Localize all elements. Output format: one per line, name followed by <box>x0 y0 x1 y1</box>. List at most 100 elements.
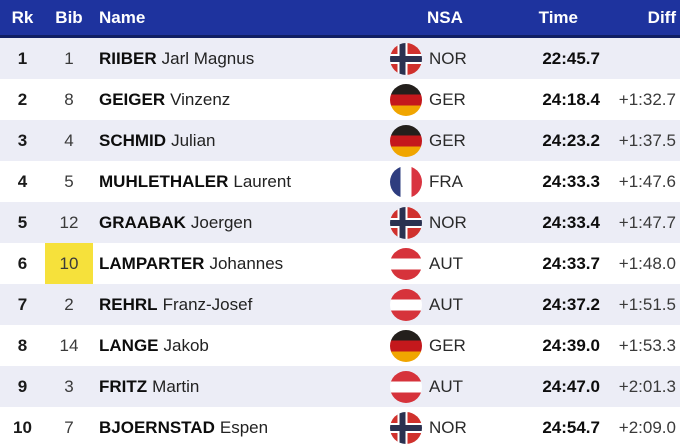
name-cell: LANGE Jakob <box>93 325 385 366</box>
nsa-code: AUT <box>429 376 463 396</box>
athlete-surname: GRAABAK <box>99 212 186 232</box>
table-header: Rk Bib Name NSA Time Diff <box>0 0 680 38</box>
time-value: 24:33.7 <box>542 253 600 273</box>
nsa-code: AUT <box>429 294 463 314</box>
athlete-surname: RIIBER <box>99 48 157 68</box>
bib-cell: 7 <box>45 407 93 448</box>
bib-cell: 14 <box>45 325 93 366</box>
time-value: 22:45.7 <box>542 48 600 68</box>
time-cell: 24:33.7 <box>470 243 602 284</box>
column-header-rank: Rk <box>11 7 34 27</box>
nsa-code: GER <box>429 130 466 150</box>
rank-value: 4 <box>17 171 28 191</box>
column-header-bib: Bib <box>55 7 83 27</box>
nsa-cell: NOR <box>385 202 470 243</box>
athlete-givenname: Franz-Josef <box>162 294 253 314</box>
rank-value: 2 <box>17 89 28 109</box>
nsa-cell: GER <box>385 79 470 120</box>
flag-icon-ger <box>390 124 422 157</box>
flag-icon-nor <box>390 206 422 239</box>
table-row: 4 5 MUHLETHALER Laurent FRA 24:33.3 +1:4… <box>0 161 680 202</box>
diff-cell <box>602 38 680 79</box>
name-cell: BJOERNSTAD Espen <box>93 407 385 448</box>
diff-value: +1:47.6 <box>618 171 676 191</box>
bib-cell: 12 <box>45 202 93 243</box>
nsa-code: AUT <box>429 253 463 273</box>
nsa-cell: AUT <box>385 366 470 407</box>
athlete-givenname: Martin <box>152 376 200 396</box>
time-cell: 24:39.0 <box>470 325 602 366</box>
diff-cell: +1:48.0 <box>602 243 680 284</box>
rank-value: 1 <box>17 48 28 68</box>
rank-value: 9 <box>17 376 28 396</box>
diff-cell: +1:51.5 <box>602 284 680 325</box>
athlete-surname: REHRL <box>99 294 158 314</box>
rank-cell: 10 <box>0 407 45 448</box>
time-value: 24:33.3 <box>542 171 600 191</box>
athlete-givenname: Julian <box>171 130 216 150</box>
nsa-cell: AUT <box>385 243 470 284</box>
table-row: 6 10 LAMPARTER Johannes AUT 24:33.7 +1:4… <box>0 243 680 284</box>
bib-value: 4 <box>64 130 74 150</box>
name-cell: FRITZ Martin <box>93 366 385 407</box>
rank-cell: 9 <box>0 366 45 407</box>
time-value: 24:39.0 <box>542 335 600 355</box>
table-row: 3 4 SCHMID Julian GER 24:23.2 +1:37.5 <box>0 120 680 161</box>
diff-cell: +1:47.7 <box>602 202 680 243</box>
bib-value: 5 <box>64 171 74 191</box>
diff-cell: +1:53.3 <box>602 325 680 366</box>
nsa-code: GER <box>429 89 466 109</box>
diff-value: +1:47.7 <box>618 212 676 232</box>
time-value: 24:37.2 <box>542 294 600 314</box>
nsa-code: FRA <box>429 171 463 191</box>
time-value: 24:47.0 <box>542 376 600 396</box>
time-value: 24:18.4 <box>542 89 600 109</box>
nsa-cell: NOR <box>385 407 470 448</box>
bib-value: 7 <box>64 417 74 437</box>
bib-cell: 2 <box>45 284 93 325</box>
diff-value: +2:01.3 <box>618 376 676 396</box>
bib-cell: 5 <box>45 161 93 202</box>
athlete-surname: GEIGER <box>99 89 166 109</box>
nsa-cell: GER <box>385 325 470 366</box>
rank-cell: 6 <box>0 243 45 284</box>
rank-cell: 7 <box>0 284 45 325</box>
rank-cell: 5 <box>0 202 45 243</box>
nsa-cell: NOR <box>385 38 470 79</box>
name-cell: MUHLETHALER Laurent <box>93 161 385 202</box>
table-row: 10 7 BJOERNSTAD Espen NOR 24:54.7 +2:09.… <box>0 407 680 448</box>
bib-value: 12 <box>59 212 79 232</box>
athlete-surname: SCHMID <box>99 130 167 150</box>
time-cell: 24:47.0 <box>470 366 602 407</box>
rank-value: 8 <box>17 335 28 355</box>
bib-cell: 4 <box>45 120 93 161</box>
diff-value: +1:37.5 <box>618 130 676 150</box>
time-cell: 24:18.4 <box>470 79 602 120</box>
rank-value: 3 <box>17 130 28 150</box>
rank-cell: 1 <box>0 38 45 79</box>
rank-cell: 3 <box>0 120 45 161</box>
rank-value: 6 <box>17 253 28 273</box>
time-value: 24:33.4 <box>542 212 600 232</box>
nsa-code: NOR <box>429 48 467 68</box>
column-header-nsa: NSA <box>427 7 463 27</box>
name-cell: REHRL Franz-Josef <box>93 284 385 325</box>
nsa-cell: AUT <box>385 284 470 325</box>
diff-value: +1:48.0 <box>618 253 676 273</box>
athlete-givenname: Jarl Magnus <box>161 48 255 68</box>
diff-cell: +1:37.5 <box>602 120 680 161</box>
table-row: 5 12 GRAABAK Joergen NOR 24:33.4 +1:47.7 <box>0 202 680 243</box>
diff-value: +1:51.5 <box>618 294 676 314</box>
table-row: 7 2 REHRL Franz-Josef AUT 24:37.2 +1:51.… <box>0 284 680 325</box>
table-row: 1 1 RIIBER Jarl Magnus NOR 22:45.7 <box>0 38 680 79</box>
nsa-code: NOR <box>429 212 467 232</box>
athlete-givenname: Johannes <box>209 253 284 273</box>
nsa-cell: GER <box>385 120 470 161</box>
diff-cell: +1:47.6 <box>602 161 680 202</box>
time-cell: 24:33.4 <box>470 202 602 243</box>
bib-cell: 1 <box>45 38 93 79</box>
time-value: 24:54.7 <box>542 417 600 437</box>
flag-icon-fra <box>390 165 422 198</box>
bib-value: 1 <box>64 48 74 68</box>
